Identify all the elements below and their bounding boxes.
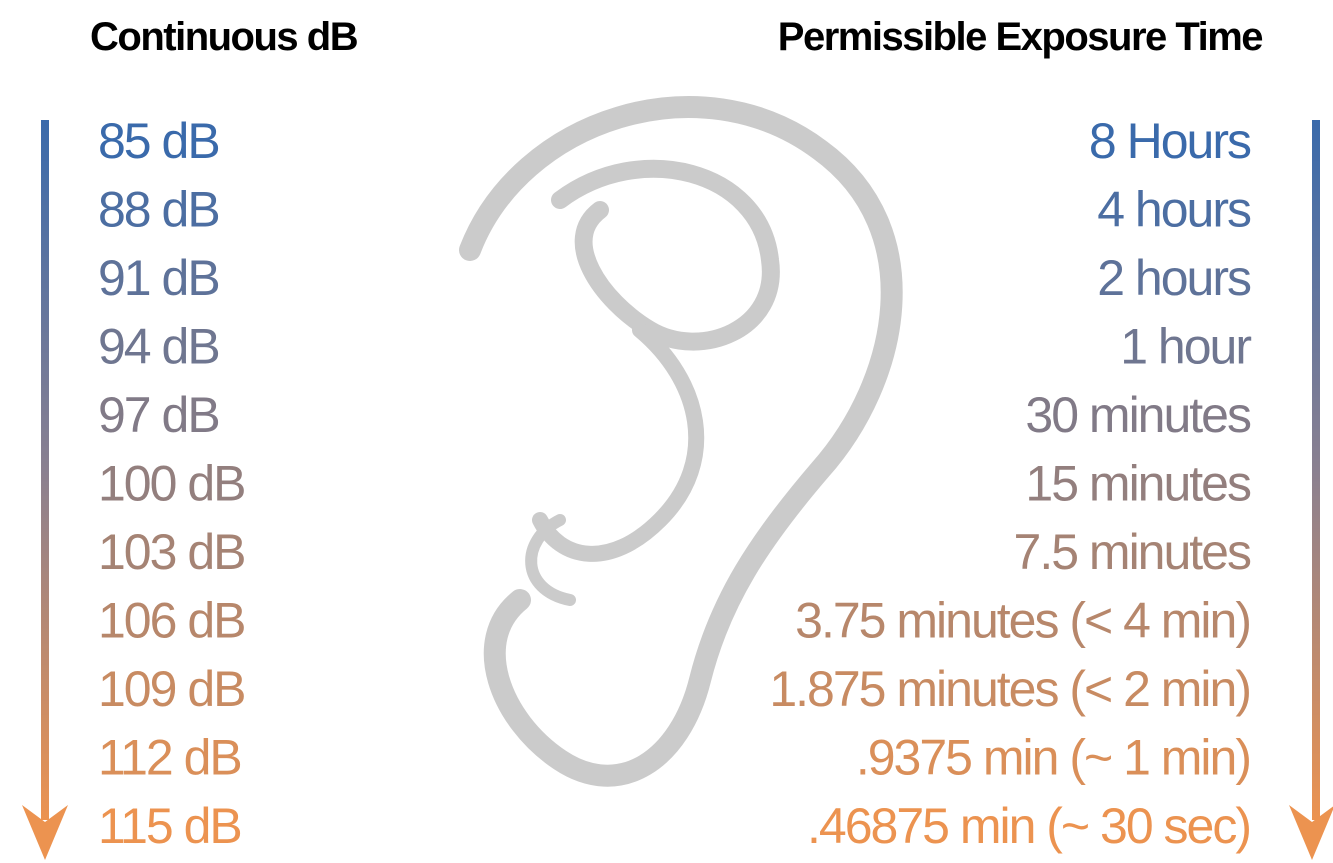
db-level: 85 dB [98, 113, 219, 169]
left-header: Continuous dB [90, 15, 358, 59]
db-level: 109 dB [98, 661, 244, 717]
left-arrow [22, 120, 68, 860]
exposure-time: 7.5 minutes [1014, 524, 1251, 580]
right-arrow [1289, 120, 1333, 860]
db-level: 94 dB [98, 319, 219, 375]
exposure-time: .9375 min (~ 1 min) [856, 730, 1250, 786]
db-level: 115 dB [98, 798, 241, 854]
db-level: 106 dB [98, 593, 244, 649]
exposure-time: 15 minutes [1025, 456, 1251, 512]
db-level: 91 dB [98, 250, 219, 306]
db-level: 112 dB [98, 730, 241, 786]
ear-illustration [459, 96, 903, 787]
exposure-time: 2 hours [1097, 250, 1251, 306]
exposure-time: 4 hours [1097, 182, 1251, 238]
exposure-time: .46875 min (~ 30 sec) [807, 798, 1250, 854]
exposure-time: 8 Hours [1089, 113, 1251, 169]
right-header: Permissible Exposure Time [778, 15, 1262, 59]
exposure-time: 1 hour [1120, 319, 1251, 375]
db-level: 97 dB [98, 387, 219, 443]
exposure-time: 1.875 minutes (< 2 min) [769, 661, 1250, 717]
rows: 85 dB 8 Hours 88 dB 4 hours 91 dB 2 hours 94 d… [98, 113, 1253, 854]
db-level: 103 dB [98, 524, 244, 580]
db-level: 100 dB [98, 456, 244, 512]
exposure-time: 3.75 minutes (< 4 min) [795, 593, 1250, 649]
db-level: 88 dB [98, 182, 219, 238]
exposure-time: 30 minutes [1025, 387, 1251, 443]
